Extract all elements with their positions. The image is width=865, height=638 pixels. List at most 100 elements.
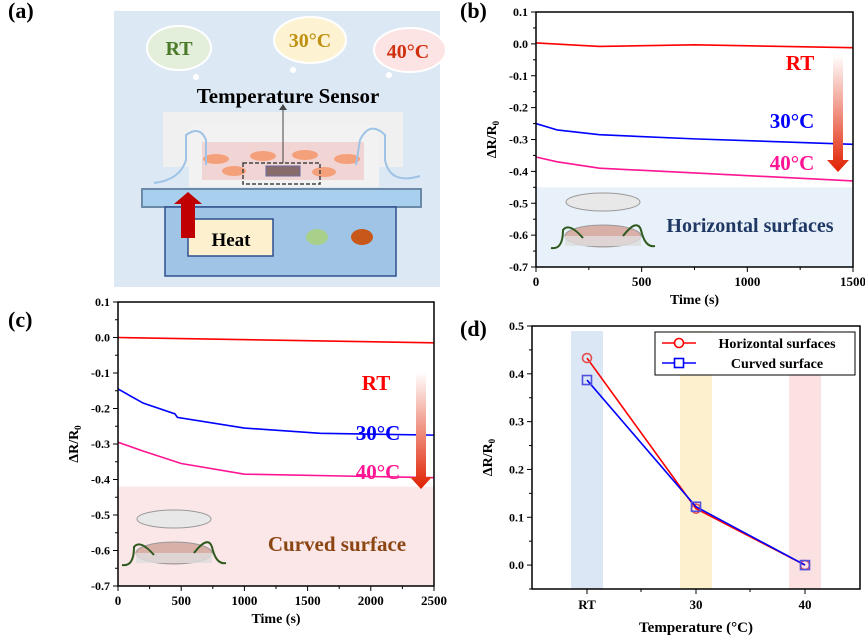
chart-d: 0.5 0.4 0.3 0.2 0.1 0.0 RT 30 40 Temperature (°C)… xyxy=(481,319,861,636)
x-axis-label: Temperature (°C) xyxy=(639,620,753,636)
y-axis-label: ΔR/R0 xyxy=(67,425,83,463)
y-tick-label: -0.5 xyxy=(91,508,110,522)
x-tick-label: 2500 xyxy=(421,593,447,608)
data-point-square xyxy=(690,501,702,513)
y-tick-label: -0.6 xyxy=(509,228,528,242)
indicator-light-orange xyxy=(351,229,373,245)
x-tick-label: 40 xyxy=(799,597,812,612)
y-tick-label: 0.1 xyxy=(513,5,528,19)
y-tick-label: -0.4 xyxy=(509,164,528,178)
y-tick-label: -0.1 xyxy=(509,69,528,83)
y-axis-label: ΔR/R0 xyxy=(485,120,501,158)
y-tick-label: 0.0 xyxy=(513,37,528,51)
indicator-light-green xyxy=(306,229,328,245)
panel-label-c: (c) xyxy=(8,307,32,332)
bubble-40-label: 40°C xyxy=(387,41,429,63)
x-tick-label: 1000 xyxy=(231,593,257,608)
dish-lid-icon xyxy=(136,509,212,529)
label-b-40: 40°C xyxy=(770,151,815,175)
label-b-30: 30°C xyxy=(770,109,815,133)
panel-label-b: (b) xyxy=(460,0,487,23)
cells xyxy=(203,150,360,177)
y-axis-subscript: 0 xyxy=(73,425,83,430)
y-tick-label: 0.1 xyxy=(95,295,110,309)
series-line-1 xyxy=(586,379,806,566)
annotation-c: Curved surface xyxy=(268,532,406,556)
legend-box xyxy=(654,331,856,376)
label-c-40: 40°C xyxy=(356,460,401,484)
x-tick-label: 1500 xyxy=(295,593,321,608)
y-tick-label: 0.5 xyxy=(509,319,524,333)
y-tick-label: -0.5 xyxy=(509,196,528,210)
x-axis-label: Time (s) xyxy=(670,293,719,308)
y-axis-subscript: 0 xyxy=(491,120,501,125)
wire-right xyxy=(355,127,421,180)
data-point-circle xyxy=(581,352,593,364)
x-tick-label: 0 xyxy=(533,274,540,289)
x-tick-label: 2000 xyxy=(358,593,384,608)
label-c-30: 30°C xyxy=(356,421,401,445)
x-tick-label: 500 xyxy=(171,593,191,608)
y-axis-label: ΔR/R0 xyxy=(481,438,497,476)
series-line-1 xyxy=(535,122,854,146)
x-tick-label: 1500 xyxy=(840,274,865,289)
y-tick-label: -0.3 xyxy=(91,437,110,451)
y-tick-label: -0.7 xyxy=(91,579,110,593)
panel-label-a: (a) xyxy=(8,0,34,23)
category-band-0 xyxy=(571,331,603,589)
sensor-wire-icon xyxy=(121,541,227,567)
series-line-1 xyxy=(117,388,435,436)
legend: Horizontal surfaces Curved surface xyxy=(654,331,856,376)
dish-wall-icon xyxy=(136,553,212,563)
y-tick-label: -0.2 xyxy=(91,402,110,416)
sensor-highlight xyxy=(242,162,321,185)
series-line-0 xyxy=(535,42,854,49)
y-tick-label: -0.3 xyxy=(509,133,528,147)
y-tick-label: 0.3 xyxy=(509,415,524,429)
data-point-square xyxy=(799,559,811,571)
y-tick-label: -0.2 xyxy=(509,101,528,115)
label-b-rt: RT xyxy=(786,51,814,75)
y-tick-label: -0.7 xyxy=(509,260,528,274)
legend-label-1: Curved surface xyxy=(731,357,823,372)
y-axis-subscript: 0 xyxy=(487,438,497,443)
x-tick-label: 30 xyxy=(690,597,703,612)
x-tick-label: RT xyxy=(578,597,596,612)
series-line-0 xyxy=(117,336,435,344)
y-tick-label: 0.2 xyxy=(509,462,524,476)
setup-diagram: RT 30°C 40°C Temperature Sensor Heat xyxy=(114,11,447,287)
sensor-chip xyxy=(265,165,301,177)
legend-square-icon xyxy=(673,357,685,369)
annotation-b: Horizontal surfaces xyxy=(666,215,833,237)
y-tick-label: -0.6 xyxy=(91,544,110,558)
legend-label-0: Horizontal surfaces xyxy=(718,337,836,352)
x-tick-label: 0 xyxy=(115,593,122,608)
surface-shade xyxy=(118,486,434,586)
heat-label: Heat xyxy=(211,230,251,251)
bubble-rt-label: RT xyxy=(165,38,193,60)
chart-b: 0.1 0.0 -0.1 -0.2 -0.3 -0.4 -0.5 -0.6 -0.7 0 500 10… xyxy=(485,5,865,308)
series-line-2 xyxy=(535,156,854,182)
bubble-30-label: 30°C xyxy=(289,30,331,52)
sensor-wire-icon xyxy=(550,224,656,250)
y-tick-label: -0.4 xyxy=(91,473,110,487)
trend-arrow-icon xyxy=(827,55,849,172)
data-point-square xyxy=(581,374,593,386)
heat-arrow-icon xyxy=(174,192,202,238)
trend-arrow-icon xyxy=(410,372,432,489)
sensor-label: Temperature Sensor xyxy=(197,84,380,108)
x-axis-label: Time (s) xyxy=(251,612,300,627)
arrow-head-icon xyxy=(279,104,287,110)
y-tick-label: -0.1 xyxy=(91,366,110,380)
series-line-2 xyxy=(117,441,435,479)
legend-circle-icon xyxy=(673,337,685,349)
x-tick-label: 1000 xyxy=(734,274,760,289)
bubble-40: 40°C xyxy=(373,27,447,78)
y-tick-label: 0.4 xyxy=(509,367,524,381)
bubble-rt: RT xyxy=(146,25,212,80)
dish-wall-icon xyxy=(565,236,641,246)
y-tick-label: 0.0 xyxy=(95,331,110,345)
bubble-30: 30°C xyxy=(273,16,347,73)
